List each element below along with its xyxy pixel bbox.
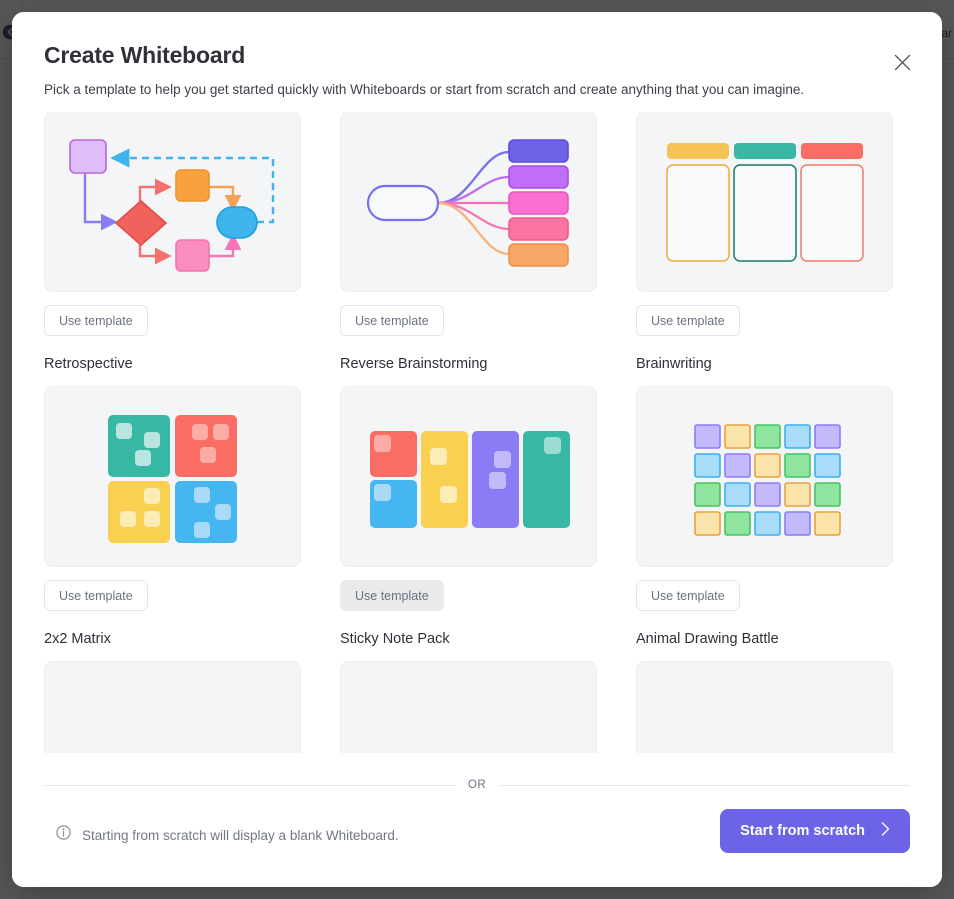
close-icon[interactable]: [888, 48, 916, 76]
start-from-scratch-button[interactable]: Start from scratch: [720, 809, 910, 853]
use-template-button[interactable]: Use template: [636, 580, 740, 611]
retrospective-thumbnail[interactable]: [44, 386, 301, 567]
template-card-2x2-matrix[interactable]: 2x2 Matrix Use template: [44, 630, 301, 753]
template-name: Reverse Brainstorming: [340, 356, 488, 372]
divider-rule-left: [44, 784, 455, 786]
chevron-right-icon: [881, 822, 890, 840]
template-scroll-region[interactable]: Flow Chart: [12, 112, 942, 753]
concept-mapping-thumbnail[interactable]: [340, 112, 597, 292]
template-card-sticky-note-pack[interactable]: Sticky Note Pack Use template: [340, 630, 597, 753]
modal-subtitle: Pick a template to help you get started …: [44, 82, 805, 97]
template-card-flow-chart[interactable]: Flow Chart: [44, 112, 301, 336]
use-template-button[interactable]: Use template: [44, 305, 148, 336]
template-card-retrospective[interactable]: Retrospective: [44, 355, 301, 611]
sticky-note-pack-thumbnail[interactable]: [340, 661, 597, 753]
use-template-button[interactable]: Use template: [44, 580, 148, 611]
footer-hint-text: Starting from scratch will display a bla…: [82, 827, 399, 843]
template-name: Animal Drawing Battle: [636, 631, 779, 647]
info-circle-icon: [56, 825, 71, 845]
reverse-brainstorming-thumbnail[interactable]: [340, 386, 597, 567]
template-card-reverse-brainstorming[interactable]: Reverse Brainstorming: [340, 355, 597, 611]
template-card-concept-mapping[interactable]: Concept Mapping: [340, 112, 597, 336]
page-title: Create Whiteboard: [44, 42, 246, 68]
2x2-matrix-thumbnail[interactable]: [44, 661, 301, 753]
template-grid: Flow Chart: [12, 112, 942, 753]
template-name: Brainwriting: [636, 356, 712, 372]
use-template-button[interactable]: Use template: [340, 305, 444, 336]
template-card-animal-drawing-battle[interactable]: Animal Drawing Battle Use template: [636, 630, 893, 753]
template-name: Retrospective: [44, 356, 133, 372]
template-name: 2x2 Matrix: [44, 631, 111, 647]
template-name: Sticky Note Pack: [340, 631, 450, 647]
or-divider: OR: [44, 777, 910, 793]
template-card-stand-up[interactable]: Stand Up Use template: [636, 112, 893, 336]
create-whiteboard-modal: Create Whiteboard Pick a template to hel…: [12, 12, 942, 887]
flow-chart-thumbnail[interactable]: [44, 112, 301, 292]
brainwriting-thumbnail[interactable]: [636, 386, 893, 567]
stand-up-thumbnail[interactable]: [636, 112, 893, 292]
start-from-scratch-label: Start from scratch: [740, 823, 865, 839]
divider-rule-right: [499, 784, 910, 786]
modal-footer: OR Starting from scratch will display a …: [12, 753, 942, 887]
animal-drawing-battle-thumbnail[interactable]: [636, 661, 893, 753]
footer-hint: Starting from scratch will display a bla…: [56, 825, 399, 845]
use-template-button[interactable]: Use template: [636, 305, 740, 336]
modal-header: Create Whiteboard Pick a template to hel…: [12, 12, 942, 112]
template-card-brainwriting[interactable]: Brainwriting: [636, 355, 893, 611]
or-label: OR: [467, 779, 487, 791]
use-template-button[interactable]: Use template: [340, 580, 444, 611]
